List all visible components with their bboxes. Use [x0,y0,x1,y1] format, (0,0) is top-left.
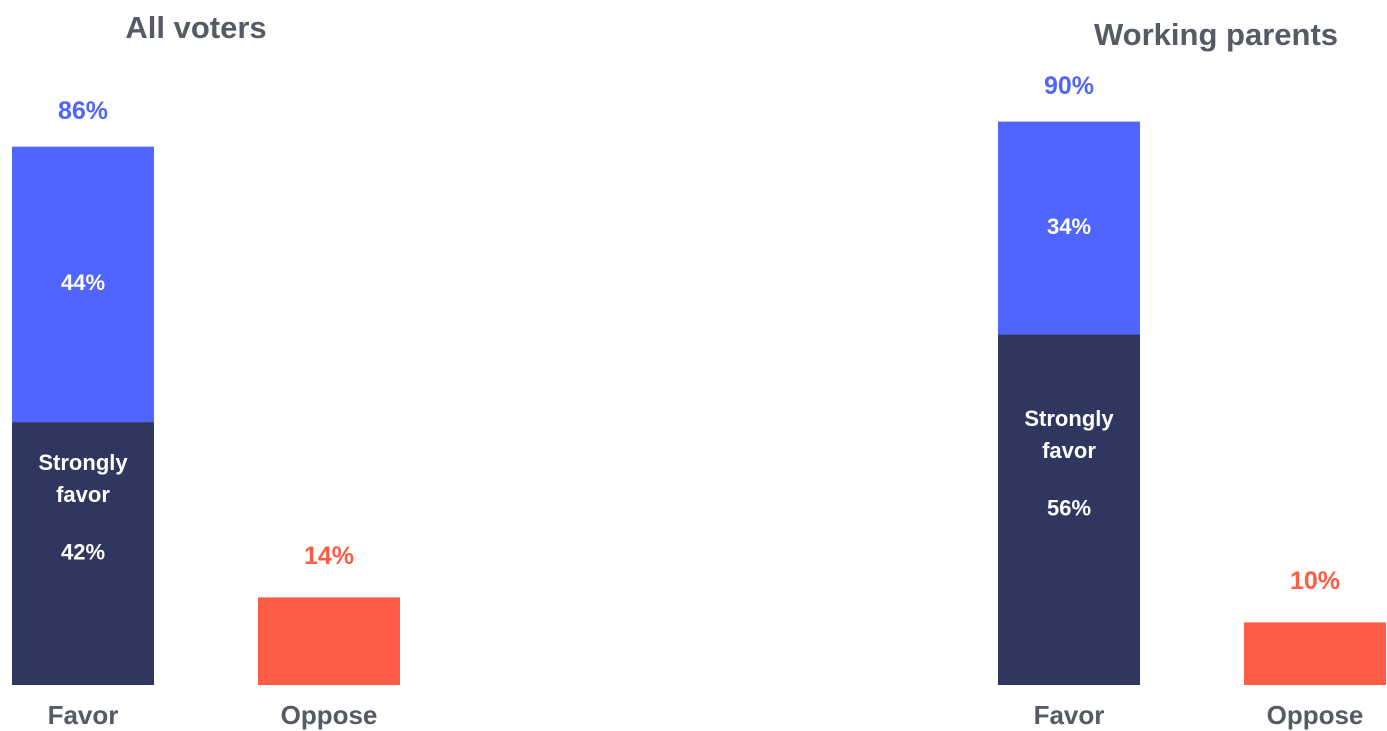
x-tick-label: Favor [1034,700,1105,730]
x-tick-label: Favor [48,700,119,730]
value-label: 14% [304,542,354,570]
total-label: 86% [58,97,108,125]
value-label: 34% [1047,214,1091,239]
value-label: 44% [61,270,105,295]
bar-segment [12,146,154,423]
value-label: 42% [61,539,105,564]
total-label: 90% [1044,72,1094,100]
chart-title: All voters [125,10,266,45]
bar-segment [12,422,154,685]
chart-title: Working parents [1094,17,1338,52]
bar-segment [998,334,1140,685]
x-tick-label: Oppose [1267,700,1364,730]
bar-segment [258,597,400,685]
value-label: 56% [1047,496,1091,521]
value-label: 10% [1290,567,1340,595]
bar-segment [1244,622,1386,685]
segment-name: Strongly favor [1024,405,1114,463]
x-tick-label: Oppose [281,700,378,730]
segment-name: Strongly favor [38,449,128,507]
bar-segment [998,121,1140,335]
